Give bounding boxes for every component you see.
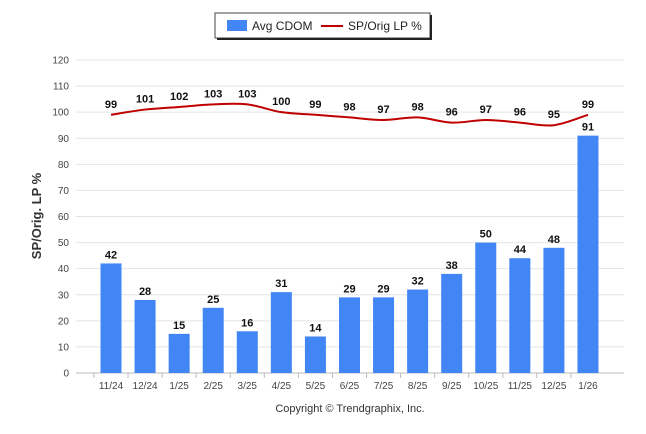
legend-label-avg-cdom: Avg CDOM xyxy=(252,19,312,33)
x-tick-label: 10/25 xyxy=(473,381,498,392)
bars-avg-cdom xyxy=(100,135,599,373)
bar-value-label: 29 xyxy=(343,283,355,295)
line-value-label: 97 xyxy=(377,104,389,116)
y-tick-label: 90 xyxy=(58,134,70,145)
y-tick-label: 40 xyxy=(58,264,70,275)
x-tick-label: 1/26 xyxy=(578,381,598,392)
line-value-label: 98 xyxy=(343,101,355,113)
bar xyxy=(373,297,395,373)
x-tick-label: 7/25 xyxy=(374,381,394,392)
bar xyxy=(338,297,360,373)
bar xyxy=(475,242,497,373)
x-tick-label: 2/25 xyxy=(203,381,223,392)
y-tick-label: 120 xyxy=(52,56,69,67)
x-tick-label: 8/25 xyxy=(408,381,428,392)
bar xyxy=(134,299,156,373)
bar-value-label: 28 xyxy=(139,286,151,298)
legend: Avg CDOM SP/Orig LP % xyxy=(214,12,432,40)
x-tick-label: 4/25 xyxy=(272,381,292,392)
x-tick-label: 9/25 xyxy=(442,381,462,392)
x-axis-ticks: 11/24 12/24 1/25 2/25 3/25 4/25 5/25 6/25 7/25 8/… xyxy=(93,373,598,392)
line-value-label: 100 xyxy=(272,96,290,108)
y-tick-label: 70 xyxy=(58,186,70,197)
x-tick-label: 12/24 xyxy=(133,381,158,392)
y-tick-label: 20 xyxy=(58,316,70,327)
x-tick-label: 11/25 xyxy=(508,381,533,392)
y-tick-label: 0 xyxy=(63,369,69,380)
y-tick-label: 80 xyxy=(58,160,70,171)
bar-value-label: 31 xyxy=(275,278,287,290)
bar-data-labels: 42 28 15 25 16 31 14 29 29 32 38 50 44 48 91 xyxy=(105,122,594,335)
line-value-label: 99 xyxy=(309,99,321,111)
y-axis-ticks: 0 10 20 30 40 50 60 70 80 90 100 110 120 xyxy=(52,56,69,380)
x-tick-label: 6/25 xyxy=(340,381,360,392)
x-tick-label: 1/25 xyxy=(169,381,189,392)
line-value-label: 96 xyxy=(514,107,526,119)
y-tick-label: 10 xyxy=(58,342,70,353)
copyright-text: Copyright © Trendgraphix, Inc. xyxy=(275,403,424,415)
line-value-label: 95 xyxy=(548,109,560,121)
y-tick-label: 50 xyxy=(58,238,70,249)
gridlines xyxy=(76,59,624,374)
line-sp-orig xyxy=(110,102,589,127)
bar xyxy=(202,307,224,373)
bar xyxy=(441,273,463,373)
line-value-label: 99 xyxy=(105,99,117,111)
x-tick-label: 3/25 xyxy=(238,381,258,392)
bar-value-label: 38 xyxy=(446,260,458,272)
bar xyxy=(509,258,531,373)
x-tick-label: 5/25 xyxy=(306,381,326,392)
bar-value-label: 50 xyxy=(480,229,492,241)
bar xyxy=(100,263,122,373)
bar-value-label: 42 xyxy=(105,249,117,261)
line-value-label: 103 xyxy=(204,88,222,100)
bar-value-label: 14 xyxy=(309,322,322,334)
line-data-labels: 99 101 102 103 103 100 99 98 97 98 96 97 96 95 99 xyxy=(105,88,594,121)
bar xyxy=(577,135,599,373)
y-axis-title: SP/Orig. LP % xyxy=(29,172,44,259)
bar-value-label: 29 xyxy=(377,283,389,295)
y-tick-label: 60 xyxy=(58,212,70,223)
y-tick-label: 30 xyxy=(58,290,70,301)
line-value-label: 96 xyxy=(446,107,458,119)
bar-value-label: 32 xyxy=(412,276,424,288)
y-tick-label: 100 xyxy=(52,108,69,119)
series-line xyxy=(110,102,589,127)
y-tick-label: 110 xyxy=(53,82,69,93)
bar xyxy=(168,333,190,373)
line-value-label: 103 xyxy=(238,88,256,100)
bar-value-label: 48 xyxy=(548,234,560,246)
bar xyxy=(407,289,429,373)
bar xyxy=(543,247,565,373)
bar xyxy=(270,292,292,373)
x-tick-label: 12/25 xyxy=(541,381,566,392)
bar xyxy=(236,331,258,373)
legend-label-sp-orig: SP/Orig LP % xyxy=(348,19,422,33)
bar-value-label: 44 xyxy=(514,244,527,256)
line-value-label: 101 xyxy=(136,94,154,106)
x-tick-label: 11/24 xyxy=(99,381,124,392)
bar-value-label: 91 xyxy=(582,122,594,134)
legend-swatch-avg-cdom xyxy=(227,20,247,31)
line-value-label: 102 xyxy=(170,91,188,103)
bar-value-label: 16 xyxy=(241,317,253,329)
bar-value-label: 15 xyxy=(173,320,185,332)
line-value-label: 98 xyxy=(412,101,424,113)
line-value-label: 99 xyxy=(582,99,594,111)
bar-value-label: 25 xyxy=(207,294,219,306)
line-value-label: 97 xyxy=(480,104,492,116)
bar xyxy=(304,336,326,373)
